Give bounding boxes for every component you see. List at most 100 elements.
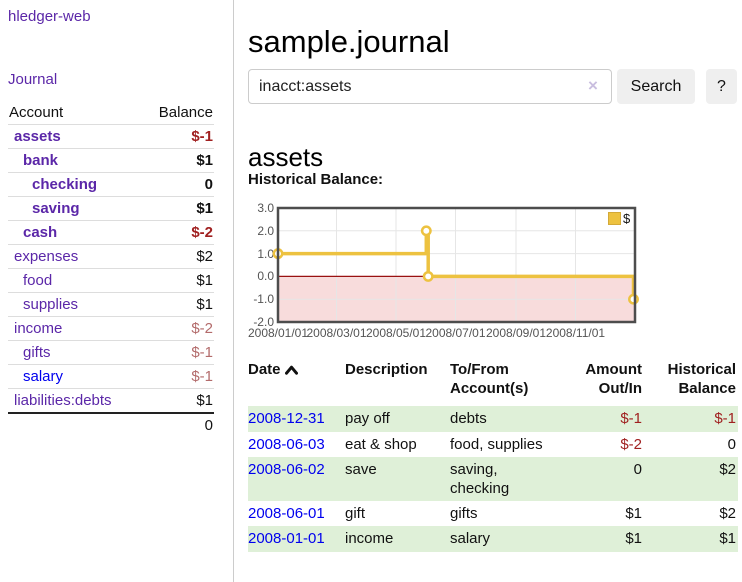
header-date: Date [248,356,345,406]
accounts-header-row: Account Balance [8,101,214,125]
account-balance: $1 [141,388,214,413]
search-button[interactable]: Search [617,69,695,104]
account-row: checking 0 [8,172,214,197]
account-row: salary $-1 [8,364,214,389]
account-row: gifts $-1 [8,340,214,365]
transaction-date-link[interactable]: 2008-06-01 [248,505,325,523]
accounts-header-account: Account [9,104,64,121]
account-balance: $1 [141,268,214,293]
transaction-amount: $-2 [620,435,642,453]
sidebar-divider [233,0,234,582]
register-row: 2008-01-01 income salary $1 $1 [248,526,738,552]
chart-title: Historical Balance: [248,171,384,188]
legend-color-swatch [608,212,621,225]
account-row: assets $-1 [8,124,214,149]
account-link-food[interactable]: food [23,272,53,289]
account-balance: $-1 [141,364,214,389]
transaction-balance: $-1 [644,406,738,432]
account-balance: $1 [141,148,214,173]
transaction-accounts: gifts [450,505,478,523]
account-row: saving $1 [8,196,214,221]
vertical-gridlines [336,208,576,322]
x-tick-label: 2008/11/01 [545,326,606,340]
account-balance: $-2 [141,316,214,341]
register-row: 2008-12-31 pay off debts $-1 $-1 [248,406,738,432]
account-link-income[interactable]: income [14,320,63,337]
transaction-description: gift [345,505,366,523]
y-tick-label: -1.0 [253,292,274,306]
transaction-accounts: food, supplies [450,435,543,453]
x-tick-label: 2008/09/01 [485,326,547,340]
transaction-balance: 0 [727,435,736,453]
account-row: bank $1 [8,148,214,173]
accounts-table: Account Balance assets $-1 bank $1 check… [8,101,214,437]
transaction-description: pay off [345,406,450,432]
transaction-description: save [345,456,450,502]
transaction-date-link[interactable]: 2008-01-01 [248,530,325,548]
sort-ascending-icon [284,365,298,375]
header-balance: Historical Balance [667,361,736,398]
transaction-amount: $-1 [562,406,644,432]
plot-border [276,206,637,324]
register-row: 2008-06-03 eat & shop food, supplies $-2… [248,432,738,457]
header-tofrom: To/From Account(s) [450,361,529,398]
transaction-date-link[interactable]: 2008-06-03 [248,435,325,453]
account-balance: $-2 [141,220,214,245]
account-balance: $-1 [141,340,214,365]
account-link-liabilities-debts[interactable]: liabilities:debts [14,392,112,409]
account-heading: assets [248,141,324,172]
account-row: income $-2 [8,316,214,341]
header-description: Description [345,361,428,378]
accounts-header-balance: Balance [158,104,213,121]
account-row: supplies $1 [8,292,214,317]
y-tick-label: 3.0 [257,201,274,215]
register-header-row: Date Description To/From Account(s) Amou… [248,356,738,406]
account-balance: $1 [141,292,214,317]
account-row: cash $-2 [8,220,214,245]
data-point-markers [272,225,639,305]
transaction-accounts: debts [450,406,562,432]
account-link-saving[interactable]: saving [32,200,80,217]
header-amount: Amount Out/In [585,361,642,398]
account-link-checking[interactable]: checking [32,176,98,193]
sidebar-item-journal[interactable]: Journal [8,71,58,88]
accounts-total-value: 0 [141,412,214,437]
transaction-description: income [345,526,450,552]
chart-canvas [272,206,639,324]
y-tick-label: 2.0 [257,224,274,238]
account-link-bank[interactable]: bank [23,152,59,169]
transaction-date-link[interactable]: 2008-12-31 [248,410,325,428]
y-tick-label: -2.0 [253,315,274,329]
y-tick-label: 0.0 [257,269,274,283]
search-input[interactable] [248,69,612,104]
transaction-amount: $1 [562,526,644,552]
account-link-cash[interactable]: cash [23,224,58,241]
transaction-balance: $2 [719,505,736,523]
transaction-amount: $1 [625,505,642,523]
transaction-date-link[interactable]: 2008-06-02 [248,460,325,478]
account-row: expenses $2 [8,244,214,269]
historical-balance-chart: 3.0 2.0 1.0 0.0 -1.0 -2.0 [248,201,737,343]
register-table: Date Description To/From Account(s) Amou… [248,356,738,552]
register-row: 2008-06-01 gift gifts $1 $2 [248,501,738,526]
account-link-gifts[interactable]: gifts [23,344,51,361]
chart-plot-area[interactable] [272,206,639,324]
search-form: × Search ? [248,69,737,105]
brand-link[interactable]: hledger-web [8,8,91,25]
account-link-supplies[interactable]: supplies [23,296,79,313]
account-row: liabilities:debts $1 [8,388,214,413]
transaction-amount: 0 [562,456,644,502]
clear-search-icon[interactable]: × [588,76,598,95]
x-tick-label: 2008/03/01 [306,326,367,340]
y-tick-label: 1.0 [257,247,274,261]
help-button[interactable]: ? [706,69,737,104]
account-link-salary[interactable]: salary [23,368,64,385]
account-link-assets[interactable]: assets [14,128,61,145]
x-tick-label: 2008/07/01 [425,326,486,340]
transaction-accounts: salary [450,526,562,552]
chart-legend: $ [608,211,630,226]
transaction-description: eat & shop [345,435,417,453]
account-balance: $2 [141,244,214,269]
page-title: sample.journal [248,23,450,59]
account-link-expenses[interactable]: expenses [14,248,79,265]
